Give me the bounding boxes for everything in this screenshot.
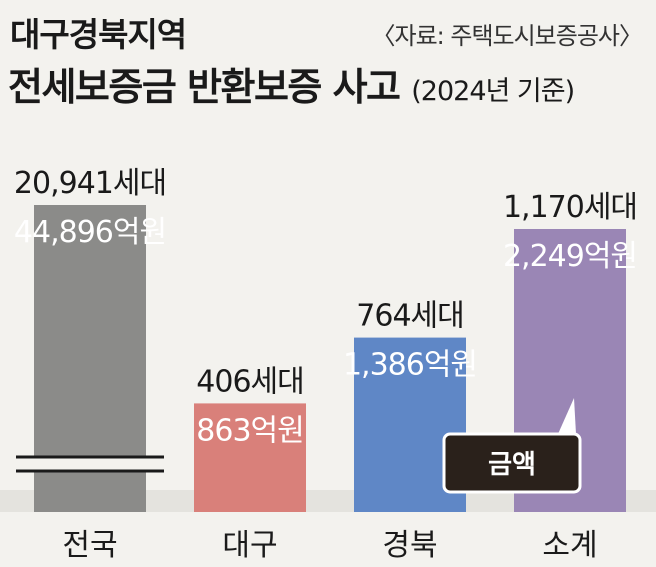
legend-box [442,432,582,494]
chart-title-line2: 전세보증금 반환보증 사고 (2024년 기준) [8,56,575,111]
chart-subtitle: (2024년 기준) [411,76,575,107]
category-label: 경북 [382,528,437,563]
count-label: 20,941세대 [14,166,166,201]
count-label: 1,170세대 [503,190,637,225]
amount-label: 863억원 [196,413,303,448]
count-label: 764세대 [356,299,463,334]
count-label: 406세대 [196,364,303,399]
baseline-strip [0,490,656,512]
category-label: 소계 [542,528,597,563]
amount-label: 2,249억원 [503,239,637,274]
amount-label: 44,896억원 [14,215,166,250]
source-note: 〈자료: 주택도시보증공사〉 [371,22,643,50]
category-label: 대구 [222,528,277,563]
category-label: 전국 [62,528,117,563]
legend-pointer [558,398,576,434]
axis-break-gap [18,457,162,471]
amount-label: 1,386억원 [343,348,477,383]
chart-title-main: 전세보증금 반환보증 사고 [8,65,401,109]
legend-callout: 금액 [442,398,582,494]
legend-label: 금액 [488,450,536,480]
bar-2 [194,403,306,512]
chart-title-line1: 대구경북지역 [10,15,187,54]
